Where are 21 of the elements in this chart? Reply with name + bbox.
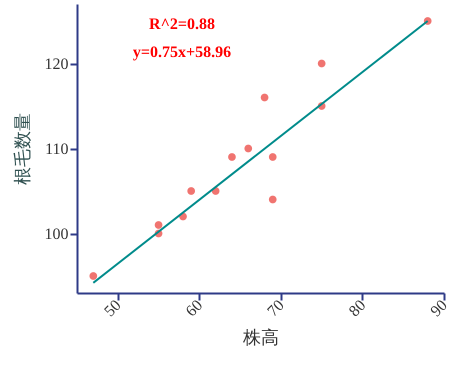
x-tick-label: 60 <box>182 296 206 320</box>
point <box>268 196 277 204</box>
y-tick-label: 110 <box>45 141 68 158</box>
x-tick-label: 90 <box>428 296 451 320</box>
x-tick-label: 50 <box>101 296 125 320</box>
point <box>244 144 252 152</box>
annotation: y=0.75x+58.96 <box>132 44 232 61</box>
point <box>260 94 268 102</box>
point <box>228 153 236 161</box>
x-axis-title: 株高 <box>242 327 279 348</box>
point <box>268 153 277 161</box>
point <box>89 272 98 280</box>
x-tick-label: 80 <box>346 296 370 320</box>
y-axis-title: 根毛数量 <box>12 113 32 185</box>
point <box>187 187 196 195</box>
y-tick-label: 120 <box>44 56 68 73</box>
point <box>154 221 162 229</box>
annotation: R^2=0.88 <box>149 16 215 33</box>
x-tick-label: 70 <box>264 296 288 320</box>
y-tick-label: 100 <box>44 226 68 243</box>
point <box>318 60 326 68</box>
